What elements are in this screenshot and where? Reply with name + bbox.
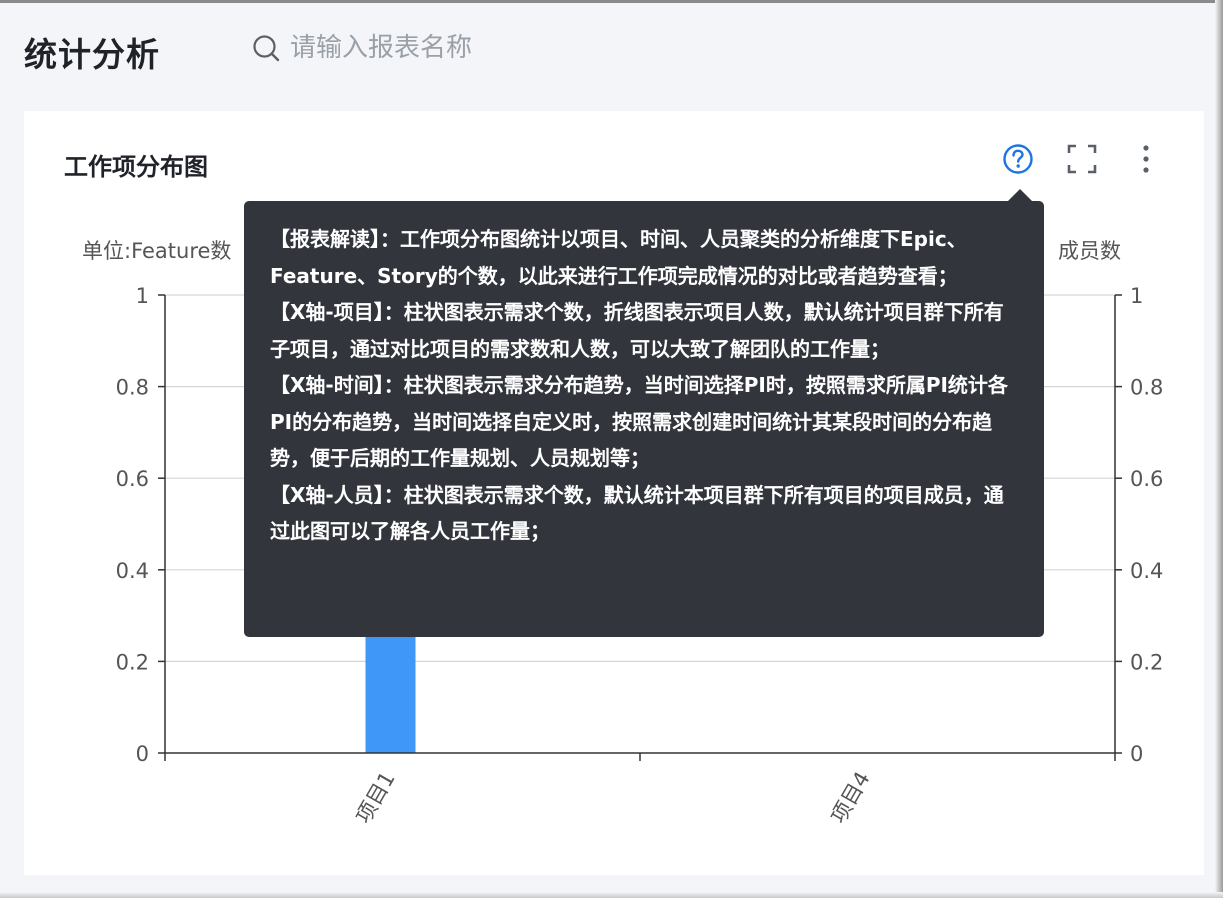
more-vertical-icon: [1143, 145, 1149, 173]
card-title: 工作项分布图: [64, 153, 208, 181]
x-category-label: 项目1: [351, 768, 399, 828]
x-category-label: 项目4: [826, 768, 874, 828]
search-bar[interactable]: [252, 30, 592, 66]
right-axis-label: 成员数: [1058, 239, 1121, 263]
fullscreen-button[interactable]: [1064, 141, 1100, 177]
y-right-tick-label: 0: [1130, 742, 1143, 766]
y-left-tick-label: 0.2: [116, 650, 149, 674]
y-right-tick-label: 0.6: [1130, 467, 1163, 491]
window-top-edge: [0, 0, 1223, 8]
card-toolbar: [1000, 141, 1164, 177]
tooltip-paragraph: 【报表解读】：工作项分布图统计以项目、时间、人员聚类的分析维度下Epic、Fea…: [270, 227, 967, 288]
more-button[interactable]: [1128, 141, 1164, 177]
y-right-tick-label: 0.4: [1130, 559, 1163, 583]
tooltip-paragraph: 【X轴-项目】：柱状图表示需求个数，折线图表示项目人数，默认统计项目群下所有子项…: [270, 300, 1004, 361]
y-left-tick-label: 0.8: [116, 376, 149, 400]
tooltip-paragraph: 【X轴-时间】：柱状图表示需求分布趋势，当时间选择PI时，按照需求所属PI统计各…: [270, 373, 1008, 470]
page-title: 统计分析: [24, 35, 160, 74]
y-right-tick-label: 0.8: [1130, 376, 1163, 400]
tooltip-paragraph: 【X轴-人员】：柱状图表示需求个数，默认统计本项目群下所有项目的项目成员，通过此…: [270, 482, 1004, 544]
fullscreen-icon: [1067, 144, 1097, 174]
y-left-tick-label: 0.6: [116, 467, 149, 491]
y-left-tick-label: 1: [136, 284, 149, 308]
tooltip-arrow: [1008, 189, 1032, 201]
help-icon: [1003, 144, 1033, 174]
left-axis-label: 单位:Feature数: [82, 239, 231, 263]
y-left-tick-label: 0: [136, 742, 149, 766]
y-right-tick-label: 1: [1130, 284, 1143, 308]
window-bottom-edge: [0, 892, 1223, 898]
search-input[interactable]: [288, 32, 592, 64]
search-icon: [253, 35, 280, 62]
y-left-tick-label: 0.4: [116, 559, 149, 583]
y-right-tick-label: 0.2: [1130, 650, 1163, 674]
help-button[interactable]: [1000, 141, 1036, 177]
help-tooltip: 【报表解读】：工作项分布图统计以项目、时间、人员聚类的分析维度下Epic、Fea…: [244, 201, 1044, 637]
window-right-edge: [1215, 0, 1223, 898]
